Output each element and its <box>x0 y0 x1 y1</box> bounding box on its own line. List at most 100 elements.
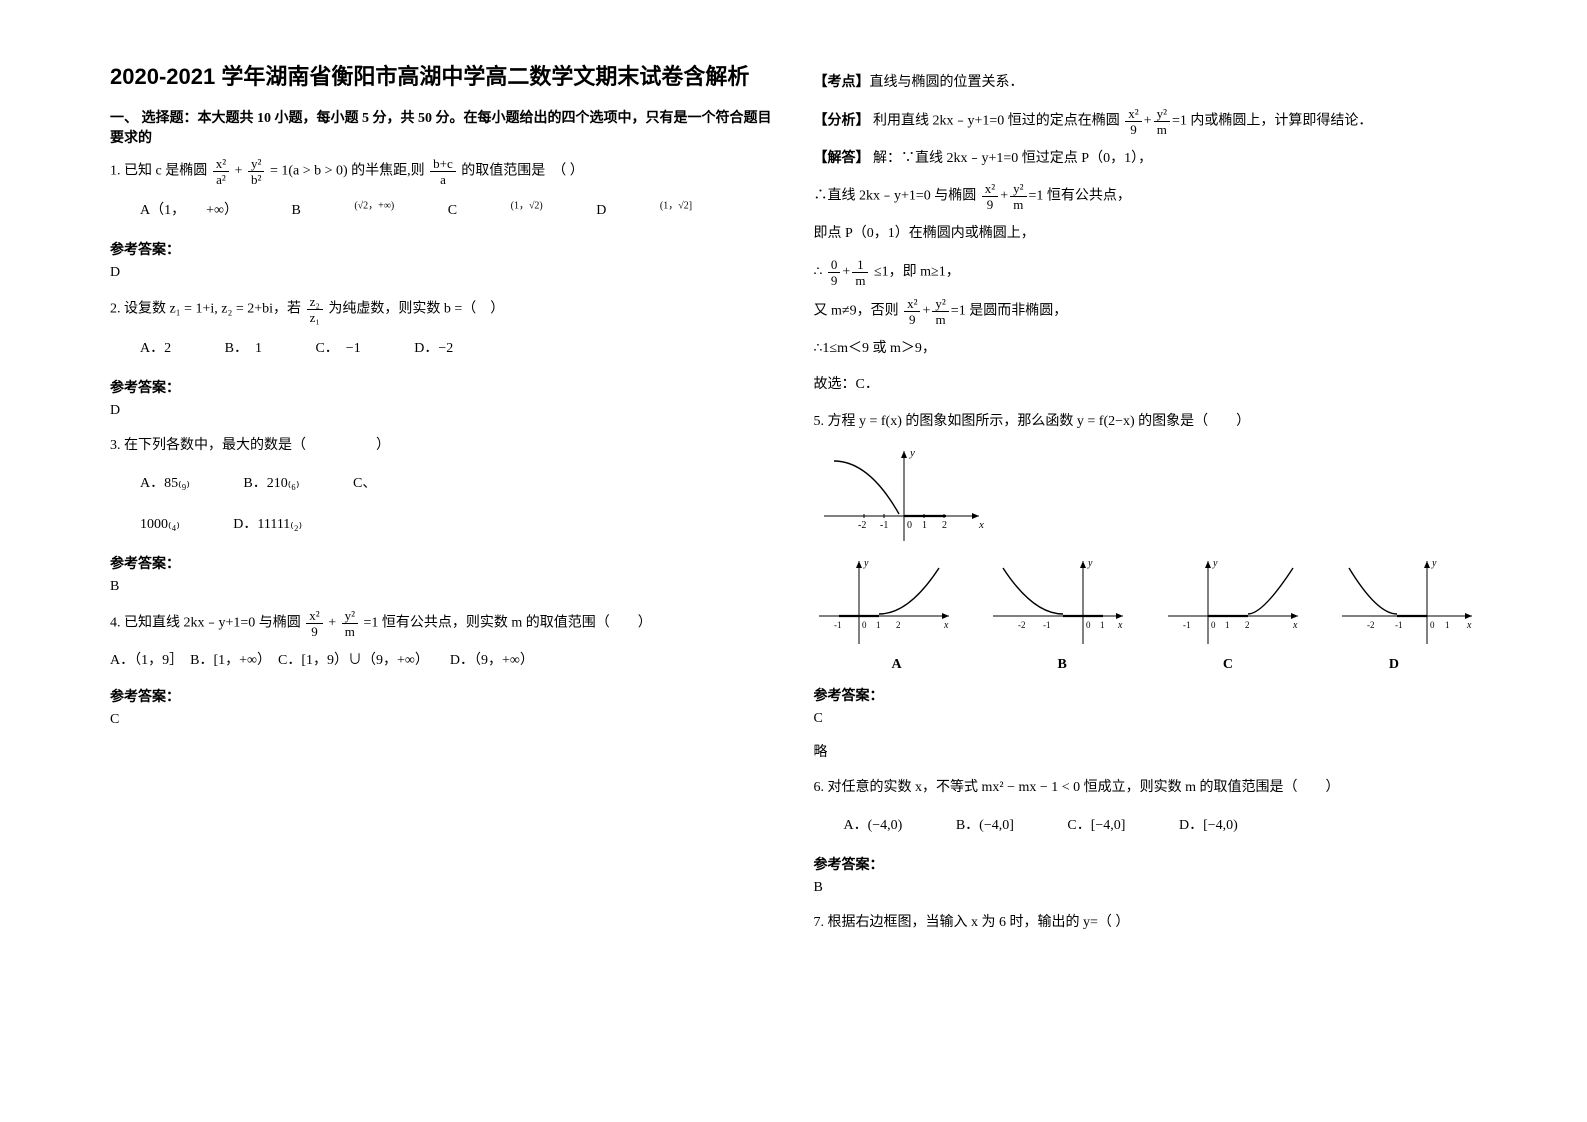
svg-text:1: 1 <box>1225 620 1230 630</box>
q7-stem: 7. 根据右边框图，当输入 x 为 6 时，输出的 y=（ ） <box>814 910 1478 937</box>
jieda-3: 即点 P（0，1）在椭圆内或椭圆上， <box>814 221 1478 248</box>
q5-ans-label: 参考答案： <box>814 685 1478 705</box>
q5-stem: 5. 方程 y = f(x) 的图象如图所示，那么函数 y = f(2−x) 的… <box>814 409 1478 436</box>
jd5-prefix: 又 m≠9，否则 <box>814 304 903 319</box>
fx-prefix: 利用直线 2kx﹣y+1=0 恒过的定点在椭圆 <box>873 113 1123 128</box>
q3-options-row2: 1000₍₄₎ D．11111₍₂₎ <box>140 510 774 541</box>
svg-text:x: x <box>1466 620 1472 631</box>
q3-optD: D．11111₍₂₎ <box>233 510 302 541</box>
jd5-frac1: x²9 <box>904 297 920 326</box>
q5-graph-d: xy -2-101 <box>1337 556 1477 651</box>
q1-frac3: b+ca <box>430 157 456 186</box>
svg-text:x: x <box>978 519 984 531</box>
q5-main-graph: x y -2 -1 0 1 2 <box>814 446 1478 546</box>
q3-stem: 3. 在下列各数中，最大的数是（ ） <box>110 433 774 460</box>
q5-graph-c: xy -1012 <box>1163 556 1303 651</box>
q3-optA: A．85₍₉₎ <box>140 469 190 500</box>
jieda-4: ∴ 09+1m ≤1，即 m≥1， <box>814 258 1478 287</box>
svg-text:-1: -1 <box>1395 620 1403 630</box>
fx-label: 【分析】 <box>814 113 870 128</box>
jd5-suffix: 是圆而非椭圆， <box>969 304 1067 319</box>
svg-text:-1: -1 <box>834 620 842 630</box>
q5-graph-b: xy -2-101 <box>988 556 1128 651</box>
q5-label-c: C <box>1223 657 1233 673</box>
q5-graph-a: xy -1012 <box>814 556 954 651</box>
page: 2020-2021 学年湖南省衡阳市高湖中学高二数学文期末试卷含解析 一、 选择… <box>0 0 1587 1122</box>
q2-optD: D．−2 <box>414 334 453 365</box>
svg-text:-1: -1 <box>1183 620 1191 630</box>
q2-options: A．2 B． 1 C． −1 D．−2 <box>140 334 774 365</box>
jd5-frac2: y²m <box>932 297 948 326</box>
svg-text:-2: -2 <box>1367 620 1375 630</box>
jd4-prefix: ∴ <box>814 265 823 280</box>
q5-label-a: A <box>891 657 901 673</box>
svg-text:1: 1 <box>1445 620 1450 630</box>
q5-label-d: D <box>1389 657 1399 673</box>
right-column: 【考点】直线与椭圆的位置关系． 【分析】 利用直线 2kx﹣y+1=0 恒过的定… <box>794 60 1498 1062</box>
svg-text:y: y <box>1212 558 1218 569</box>
jieda-2: ∴直线 2kx﹣y+1=0 与椭圆 x²9+y²m=1 恒有公共点， <box>814 182 1478 211</box>
q4-prefix: 4. 已知直线 2kx﹣y+1=0 与椭圆 <box>110 616 304 631</box>
q3-options-row1: A．85₍₉₎ B．210₍₆₎ C、 <box>140 469 774 500</box>
fenxi: 【分析】 利用直线 2kx﹣y+1=0 恒过的定点在椭圆 x²9+y²m=1 内… <box>814 107 1478 136</box>
svg-text:y: y <box>909 447 915 459</box>
svg-text:0: 0 <box>862 620 867 630</box>
left-column: 2020-2021 学年湖南省衡阳市高湖中学高二数学文期末试卷含解析 一、 选择… <box>90 60 794 1062</box>
svg-text:-1: -1 <box>880 520 888 531</box>
jd2-frac2: y²m <box>1010 182 1026 211</box>
q6-optA: A．(−4,0) <box>844 811 903 842</box>
svg-text:y: y <box>863 558 869 569</box>
q3-optC: 1000₍₄₎ <box>140 510 180 541</box>
q6-optC: C．[−4,0] <box>1067 811 1125 842</box>
q2-suffix: 为纯虚数，则实数 b =（ ） <box>328 302 504 317</box>
q2-optB: B． 1 <box>225 334 262 365</box>
q6-stem: 6. 对任意的实数 x，不等式 mx² − mx − 1 < 0 恒成立，则实数… <box>814 775 1478 802</box>
svg-text:0: 0 <box>907 520 912 531</box>
q1-optB: B (√2，+∞) <box>292 196 395 227</box>
svg-text:1: 1 <box>876 620 881 630</box>
svg-text:1: 1 <box>922 520 927 531</box>
fx-frac2: y²m <box>1154 107 1170 136</box>
jd2-frac1: x²9 <box>982 182 998 211</box>
svg-text:y: y <box>1431 558 1437 569</box>
q3-ans-label: 参考答案： <box>110 553 774 573</box>
jd4-frac2: 1m <box>852 258 868 287</box>
q5-choice-labels: A B C D <box>814 657 1478 673</box>
fx-frac1: x²9 <box>1125 107 1141 136</box>
q3-ans: B <box>110 579 774 595</box>
svg-text:x: x <box>1292 620 1298 631</box>
q5-ans: C <box>814 711 1478 727</box>
svg-text:-2: -2 <box>858 520 866 531</box>
svg-text:0: 0 <box>1086 620 1091 630</box>
svg-text:-1: -1 <box>1043 620 1051 630</box>
q1-ans: D <box>110 265 774 281</box>
q1-optD: D (1，√2] <box>596 196 692 227</box>
q4-options: A．（1，9］ B．[1，+∞） C．[1，9）∪（9，+∞） D．（9，+∞） <box>110 648 774 675</box>
jd4-suffix: ≤1，即 m≥1， <box>874 265 960 280</box>
fx-suffix: 内或椭圆上，计算即得结论． <box>1190 113 1372 128</box>
section-1-head: 一、 选择题：本大题共 10 小题，每小题 5 分，共 50 分。在每小题给出的… <box>110 107 774 147</box>
q4-frac2: y²m <box>342 609 358 638</box>
q1-optA: A（1， +∞） <box>140 196 238 227</box>
q4-frac1: x²9 <box>306 609 322 638</box>
q5-label-b: B <box>1058 657 1067 673</box>
q2-optC: C． −1 <box>315 334 360 365</box>
q2-prefix: 2. 设复数 z₁ = 1+i, z₂ = 2+bi，若 <box>110 302 305 317</box>
jieda-6: ∴1≤m＜9 或 m＞9， <box>814 336 1478 363</box>
kd-text: 直线与椭圆的位置关系． <box>870 75 1024 90</box>
kaodian: 【考点】直线与椭圆的位置关系． <box>814 70 1478 97</box>
jd2-prefix: ∴直线 2kx﹣y+1=0 与椭圆 <box>814 189 980 204</box>
jd4-frac1: 09 <box>828 258 841 287</box>
jd1: 解：∵直线 2kx﹣y+1=0 恒过定点 P（0，1）， <box>873 151 1152 166</box>
q1-stem: 1. 已知 c 是椭圆 x²a² + y²b² = 1(a > b > 0) 的… <box>110 157 774 186</box>
q2-ans: D <box>110 403 774 419</box>
q6-optB: B．(−4,0] <box>956 811 1014 842</box>
q4-ans: C <box>110 712 774 728</box>
q5-main-svg: x y -2 -1 0 1 2 <box>814 446 984 546</box>
q3-optB: B．210₍₆₎ C、 <box>243 469 426 500</box>
q1-prefix: 1. 已知 c 是椭圆 <box>110 164 211 179</box>
q4-ans-label: 参考答案： <box>110 686 774 706</box>
q5-choice-graphs: xy -1012 xy -2-101 xy -1012 <box>814 556 1478 651</box>
kd-label: 【考点】 <box>814 75 870 90</box>
svg-text:y: y <box>1087 558 1093 569</box>
